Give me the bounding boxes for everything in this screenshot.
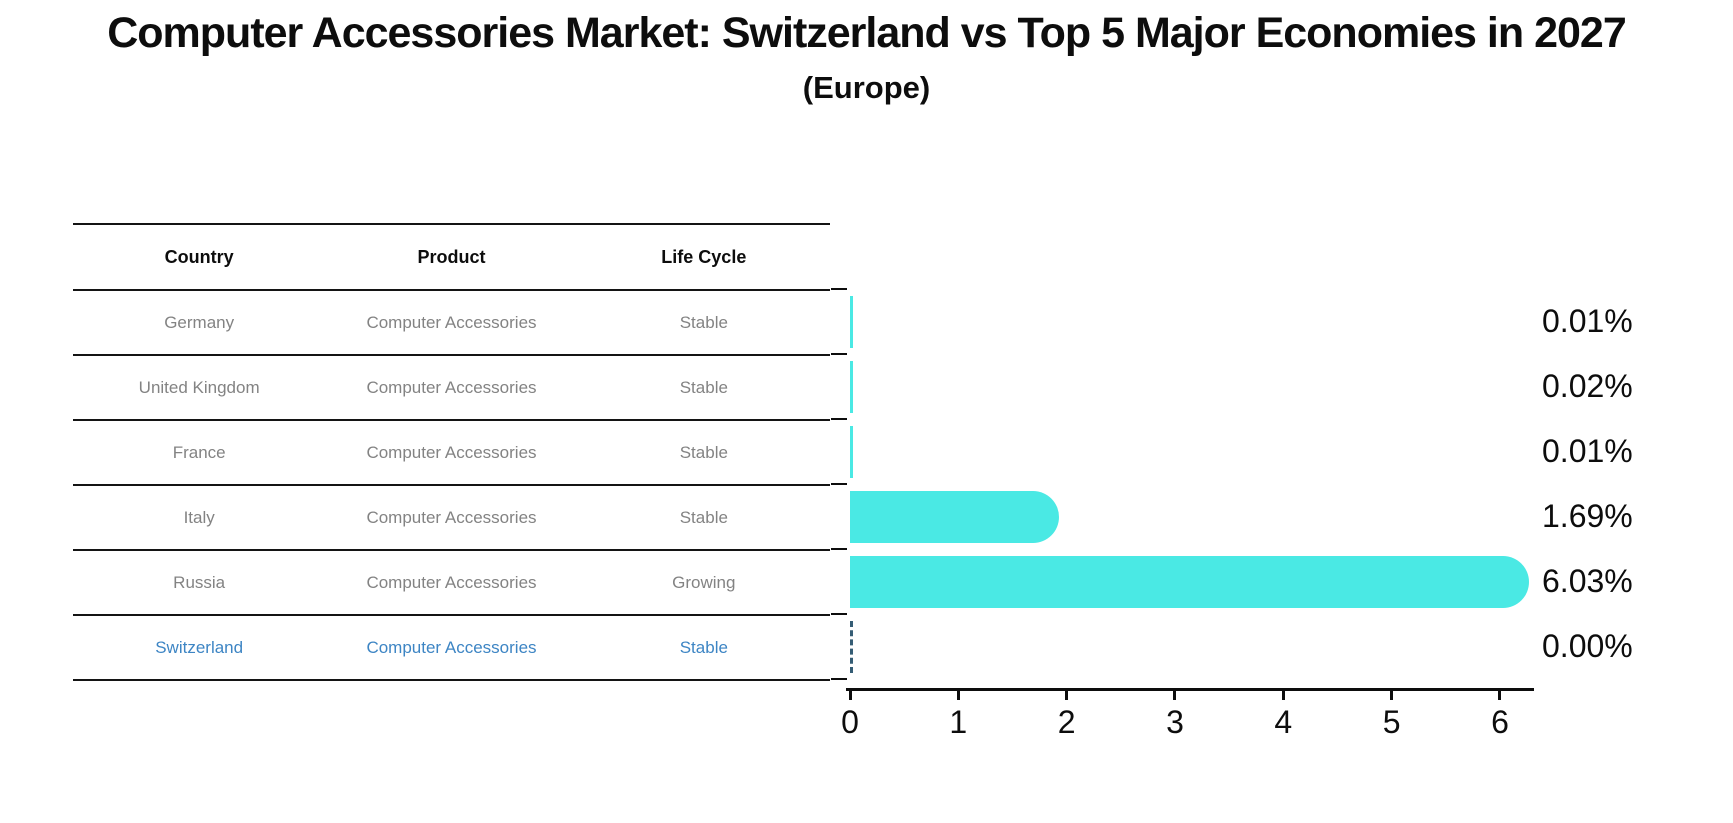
x-tick-label: 1 [949, 704, 968, 740]
x-tick-label: 5 [1382, 704, 1401, 740]
x-tick-label: 4 [1274, 704, 1293, 740]
table-header-row: Country Product Life Cycle [73, 223, 830, 289]
bar [850, 490, 1060, 543]
bar [850, 360, 853, 413]
x-tick-label: 6 [1491, 704, 1509, 740]
product-cell: Computer Accessories [366, 507, 537, 527]
y-tick-mark [831, 353, 847, 355]
table-row: France Computer Accessories Stable [73, 419, 830, 484]
country-cell: United Kingdom [138, 377, 260, 397]
product-cell: Computer Accessories [366, 637, 537, 657]
life-cycle-cell: Stable [679, 312, 728, 332]
y-tick-mark [831, 548, 847, 550]
x-axis-line [846, 688, 1534, 691]
value-label: 0.02% [1542, 368, 1633, 404]
x-tick-mark [1498, 691, 1502, 700]
x-tick-mark [1390, 691, 1394, 700]
table-row: Russia Computer Accessories Growing [73, 549, 830, 614]
x-tick-label: 0 [841, 704, 859, 740]
bar [850, 295, 853, 348]
life-cycle-cell: Growing [672, 572, 736, 592]
product-cell: Computer Accessories [366, 377, 537, 397]
y-tick-mark [831, 418, 847, 420]
y-tick-mark [831, 483, 847, 485]
table-row: Italy Computer Accessories Stable [73, 484, 830, 549]
y-tick-mark [831, 613, 847, 615]
value-label: 0.01% [1542, 303, 1633, 339]
product-cell: Computer Accessories [366, 572, 537, 592]
life-cycle-cell: Stable [679, 442, 728, 462]
value-label: 0.01% [1542, 433, 1633, 469]
value-label: 1.69% [1542, 498, 1633, 534]
x-tick-mark [1281, 691, 1285, 700]
life-cycle-cell: Stable [679, 637, 728, 657]
chart-title: Computer Accessories Market: Switzerland… [107, 9, 1627, 57]
data-table: Country Product Life Cycle Germany Computer… [73, 223, 830, 681]
highlight-bar [850, 620, 855, 673]
table-row: United Kingdom Computer Accessories Stable [73, 354, 830, 419]
product-cell: Computer Accessories [366, 312, 537, 332]
bar [850, 555, 1530, 608]
y-tick-mark [831, 288, 847, 290]
country-cell: Russia [173, 572, 226, 592]
x-tick-mark [1173, 691, 1177, 700]
table-header-cell: Life Cycle [661, 246, 747, 267]
x-tick-mark [1065, 691, 1069, 700]
table-row: Germany Computer Accessories Stable [73, 289, 830, 354]
bar [850, 425, 853, 478]
x-tick-label: 2 [1057, 704, 1076, 740]
x-tick-label: 3 [1166, 704, 1184, 740]
chart-subtitle: (Europe) [802, 70, 931, 105]
table-header-cell: Country [164, 246, 234, 267]
life-cycle-cell: Stable [679, 377, 728, 397]
product-cell: Computer Accessories [366, 442, 537, 462]
table-row: Switzerland Computer Accessories Stable [73, 614, 830, 679]
country-cell: Switzerland [155, 637, 244, 657]
country-cell: Germany [164, 312, 235, 332]
table-header-cell: Product [417, 246, 486, 267]
x-tick-mark [848, 691, 852, 700]
country-cell: Italy [183, 507, 215, 527]
y-tick-mark [831, 678, 847, 680]
x-tick-mark [956, 691, 960, 700]
country-cell: France [172, 442, 226, 462]
life-cycle-cell: Stable [679, 507, 728, 527]
table-body: Germany Computer Accessories Stable United … [73, 289, 830, 679]
value-label: 0.00% [1542, 628, 1633, 664]
value-label: 6.03% [1542, 563, 1633, 599]
